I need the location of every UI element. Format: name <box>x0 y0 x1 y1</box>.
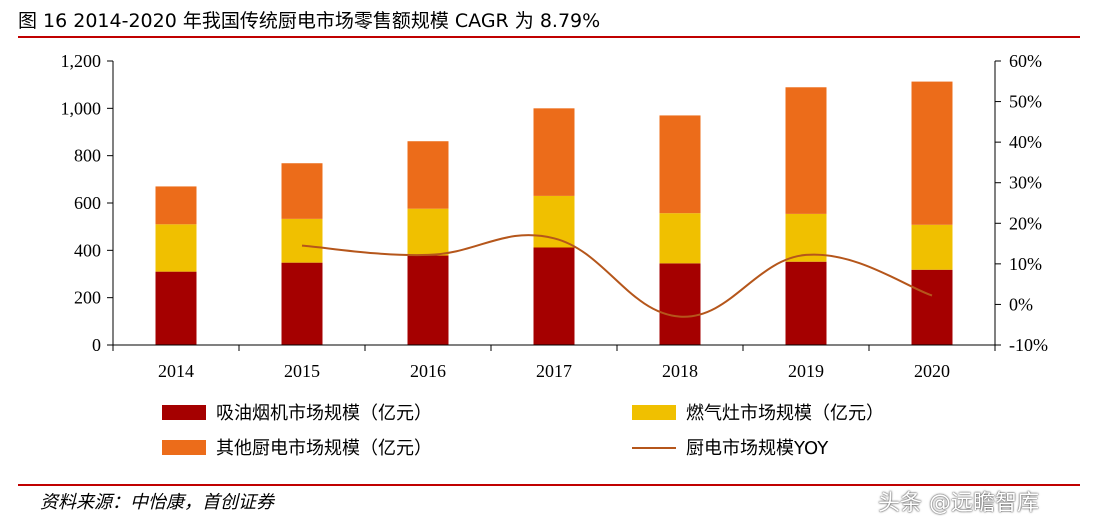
legend-hood-swatch <box>162 405 206 420</box>
bar-hood-2018 <box>659 263 701 345</box>
right-tick-label: 0% <box>1009 294 1033 314</box>
legend: 吸油烟机市场规模（亿元） 燃气灶市场规模（亿元） 其他厨电市场规模（亿元） 厨电市场规… <box>162 403 884 459</box>
x-tick-label-2020: 2020 <box>914 361 950 381</box>
right-tick-label: 50% <box>1009 92 1042 112</box>
legend-stove-label: 燃气灶市场规模（亿元） <box>686 403 884 424</box>
left-tick-label: 1,000 <box>61 98 102 118</box>
legend-other-label: 其他厨电市场规模（亿元） <box>216 438 432 459</box>
source-note: 资料来源：中怡康，首创证券 <box>40 492 274 513</box>
left-tick-label: 400 <box>74 240 101 260</box>
figure-title: 图 16 2014-2020 年我国传统厨电市场零售额规模 CAGR 为 8.7… <box>18 10 601 32</box>
bar-other-2016 <box>407 141 449 209</box>
left-tick-label: 600 <box>74 193 101 213</box>
left-tick-label: 200 <box>74 288 101 308</box>
right-tick-label: 30% <box>1009 173 1042 193</box>
legend-hood-label: 吸油烟机市场规模（亿元） <box>216 403 432 424</box>
bar-other-2018 <box>659 115 701 214</box>
right-tick-label: 60% <box>1009 51 1042 71</box>
bar-hood-2015 <box>281 262 323 345</box>
source-rule <box>18 484 1080 486</box>
bar-hood-2014 <box>155 271 197 345</box>
bar-other-2014 <box>155 186 197 225</box>
right-tick-label: 40% <box>1009 132 1042 152</box>
chart: 0 200 400 600 800 1,000 1,200 -10% 0% 10% 20% 30% 40… <box>61 51 1049 459</box>
x-tick-label-2014: 2014 <box>158 361 194 381</box>
x-tick-label-2018: 2018 <box>662 361 698 381</box>
bar-stove-2014 <box>155 224 197 272</box>
x-tick-label-2016: 2016 <box>410 361 446 381</box>
right-tick-label: 10% <box>1009 254 1042 274</box>
bar-stove-2015 <box>281 218 323 263</box>
legend-other-swatch <box>162 440 206 455</box>
title-rule <box>18 36 1080 38</box>
bar-stove-2018 <box>659 213 701 264</box>
bar-stove-2019 <box>785 213 827 262</box>
bar-stove-2017 <box>533 195 575 248</box>
bar-hood-2016 <box>407 255 449 345</box>
left-tick-label: 0 <box>92 335 101 355</box>
legend-yoy-label: 厨电市场规模YOY <box>686 438 829 459</box>
bar-other-2020 <box>911 81 953 225</box>
bar-hood-2019 <box>785 261 827 345</box>
bar-other-2015 <box>281 163 323 219</box>
bar-group <box>155 81 953 345</box>
bar-hood-2017 <box>533 247 575 345</box>
bar-stove-2020 <box>911 224 953 270</box>
left-tick-label: 800 <box>74 146 101 166</box>
yoy-line <box>301 234 933 318</box>
x-tick-label-2019: 2019 <box>788 361 824 381</box>
x-tick-label-2017: 2017 <box>536 361 572 381</box>
bar-other-2019 <box>785 87 827 214</box>
watermark: 头条 @远瞻智库 <box>878 491 1039 516</box>
yoy-line-group <box>301 234 933 318</box>
right-tick-label: 20% <box>1009 213 1042 233</box>
x-tick-label-2015: 2015 <box>284 361 320 381</box>
left-tick-label: 1,200 <box>61 51 102 71</box>
right-tick-label: -10% <box>1009 335 1048 355</box>
legend-stove-swatch <box>632 405 676 420</box>
axes: 0 200 400 600 800 1,000 1,200 -10% 0% 10% 20% 30% 40… <box>61 51 1049 381</box>
bar-other-2017 <box>533 108 575 196</box>
bar-stove-2016 <box>407 208 449 256</box>
bar-hood-2020 <box>911 269 953 345</box>
